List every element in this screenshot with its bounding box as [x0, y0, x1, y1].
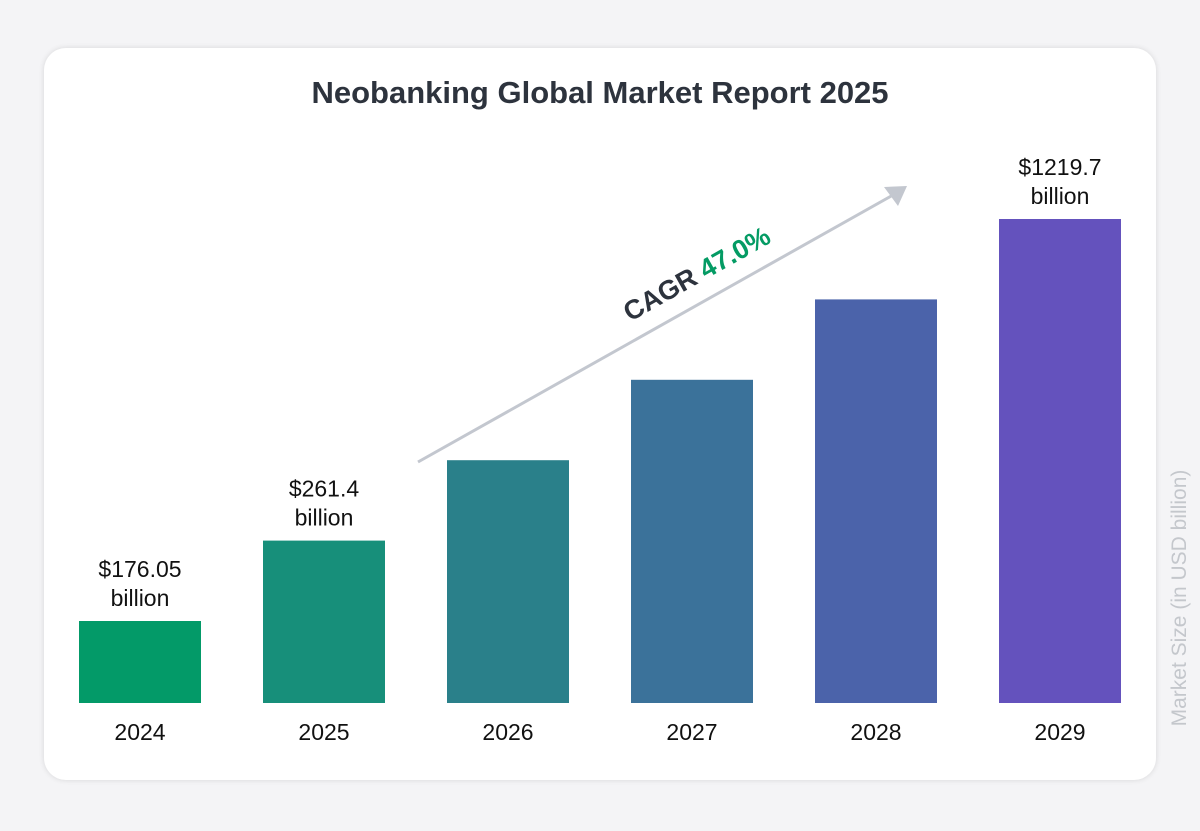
- x-tick-label: 2026: [482, 719, 533, 745]
- x-tick-label: 2029: [1034, 719, 1085, 745]
- x-tick-label: 2028: [850, 719, 901, 745]
- cagr-arrow-line: [417, 193, 894, 464]
- data-label: billion: [295, 505, 354, 531]
- data-label: $176.05: [98, 556, 181, 582]
- cagr-value: 47.0%: [694, 221, 775, 285]
- x-tick-label: 2025: [298, 719, 349, 745]
- chart-title: Neobanking Global Market Report 2025: [311, 75, 889, 110]
- bar-2025: [263, 540, 385, 703]
- data-label: $261.4: [289, 476, 360, 502]
- bar-2028: [815, 299, 937, 703]
- y-axis-label: Market Size (in USD billion): [1168, 469, 1191, 727]
- chart-card: [44, 48, 1156, 780]
- x-tick-label: 2024: [114, 719, 165, 745]
- x-tick-label: 2027: [666, 719, 717, 745]
- data-label: billion: [1031, 183, 1090, 209]
- bar-2027: [631, 379, 753, 703]
- bar-2029: [999, 219, 1121, 703]
- data-label: billion: [111, 585, 170, 611]
- cagr-label: CAGR: [618, 258, 709, 327]
- bar-2026: [447, 460, 569, 703]
- cagr-arrow-head: [884, 186, 907, 206]
- bar-2024: [79, 621, 201, 703]
- data-label: $1219.7: [1018, 154, 1101, 180]
